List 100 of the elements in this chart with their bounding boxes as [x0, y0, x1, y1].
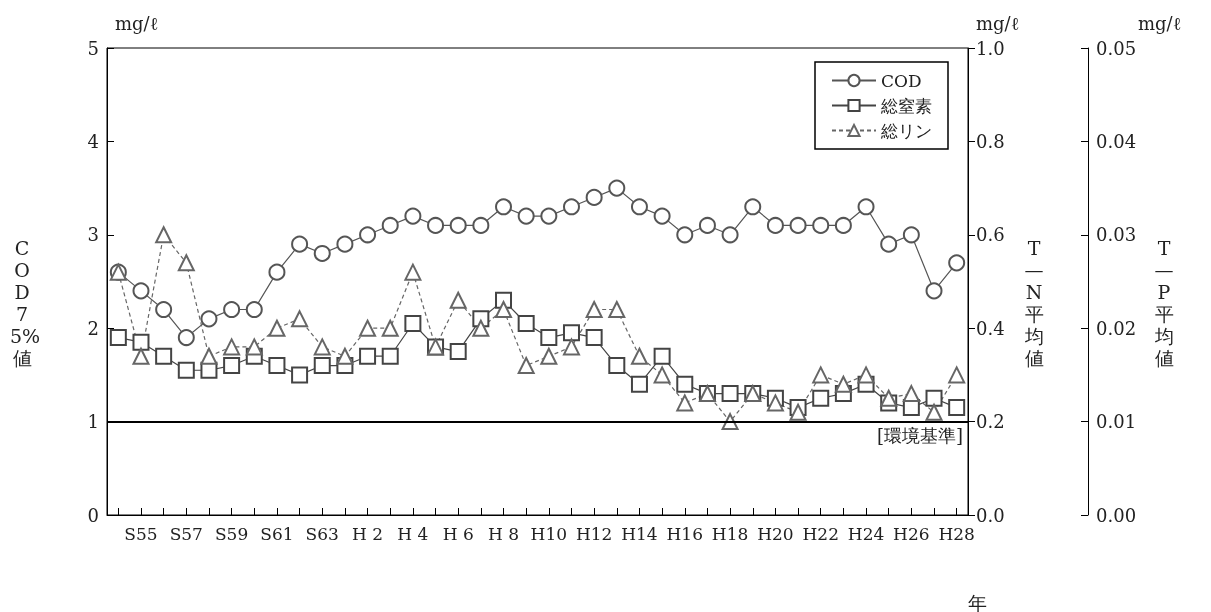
point — [268, 319, 286, 337]
point — [313, 357, 331, 375]
point — [132, 347, 150, 365]
point — [132, 282, 150, 300]
point — [540, 329, 558, 347]
point — [948, 254, 966, 272]
y-tick-label: 5 — [87, 37, 99, 59]
x-tick-label: H24 — [847, 523, 885, 544]
point — [563, 198, 580, 216]
point — [744, 198, 762, 216]
point — [766, 394, 784, 412]
point — [721, 385, 739, 403]
point — [177, 361, 195, 379]
point — [721, 226, 739, 244]
point — [449, 291, 467, 309]
point — [109, 329, 127, 347]
point — [291, 310, 309, 328]
x-tick-label: H 4 — [397, 523, 429, 544]
y2-tick-label: 0.2 — [976, 411, 1005, 433]
point — [948, 366, 966, 384]
point — [155, 347, 173, 365]
text: mg/ℓ — [976, 12, 1020, 34]
point — [857, 198, 875, 216]
y3-tick-label: 0.00 — [1096, 504, 1137, 526]
point — [313, 244, 331, 262]
y-axis-title: COD75%値 — [10, 237, 41, 369]
point — [789, 403, 807, 421]
point — [132, 333, 150, 351]
point — [653, 207, 671, 225]
point — [812, 389, 830, 407]
point — [676, 375, 694, 393]
point — [336, 235, 354, 253]
point — [155, 301, 173, 319]
point — [585, 329, 603, 347]
point — [925, 282, 943, 300]
point — [608, 301, 626, 319]
y-tick-label: 3 — [87, 224, 99, 246]
point — [404, 207, 422, 225]
point — [585, 301, 603, 319]
y2-tick-label: 0.0 — [976, 504, 1005, 526]
point — [562, 324, 580, 342]
legend-label: COD — [881, 70, 922, 91]
point — [857, 366, 875, 384]
y2-tick-label: 1.0 — [976, 37, 1005, 59]
point — [925, 389, 943, 407]
x-tick-label: H12 — [575, 523, 613, 544]
point — [608, 357, 626, 375]
point — [291, 235, 309, 253]
point — [449, 343, 467, 361]
x-tick-label: H16 — [666, 523, 704, 544]
x-tick-label: S63 — [305, 523, 339, 544]
x-tick-label: H14 — [621, 523, 658, 544]
x-axis-title: 年 — [968, 591, 987, 612]
point — [200, 347, 218, 365]
point — [381, 347, 399, 365]
legend-label: 総リン — [880, 120, 932, 141]
point — [336, 347, 354, 365]
point — [812, 366, 830, 384]
y-tick-label: 0 — [87, 504, 99, 526]
point — [880, 389, 898, 407]
x-tick-label: H26 — [893, 523, 930, 544]
point — [948, 399, 966, 417]
point — [630, 347, 648, 365]
point — [177, 329, 195, 347]
point — [902, 226, 920, 244]
point — [223, 357, 241, 375]
x-tick-label: H10 — [530, 523, 568, 544]
point — [427, 216, 445, 234]
x-tick-label: H22 — [802, 523, 839, 544]
point — [834, 375, 852, 393]
y2-tick-label: 0.4 — [976, 317, 1005, 339]
point — [653, 347, 671, 365]
point — [245, 338, 263, 356]
point — [630, 375, 648, 393]
point — [268, 357, 286, 375]
point — [359, 347, 377, 365]
point — [608, 179, 626, 197]
y3-axis-title: T—P平均値 — [1153, 237, 1175, 369]
x-tick-label: H28 — [938, 523, 975, 544]
y-tick-label: 2 — [87, 317, 99, 339]
point — [155, 226, 173, 244]
point — [698, 216, 716, 234]
point — [585, 188, 603, 206]
point — [540, 207, 558, 225]
text: mg/ℓ — [1138, 12, 1182, 34]
point — [653, 366, 671, 384]
point — [313, 338, 331, 356]
y-tick-label: 4 — [87, 130, 99, 152]
point — [472, 319, 490, 337]
x-tick-label: S57 — [169, 523, 203, 544]
point — [177, 254, 195, 272]
x-tick-label: H18 — [711, 523, 749, 544]
point — [291, 366, 309, 384]
point — [517, 315, 535, 333]
point — [268, 263, 286, 281]
y3-tick-label: 0.04 — [1096, 130, 1137, 152]
x-tick-label: H 6 — [442, 523, 474, 544]
y3-tick-label: 0.03 — [1096, 224, 1137, 246]
point — [517, 357, 535, 375]
point — [880, 235, 898, 253]
